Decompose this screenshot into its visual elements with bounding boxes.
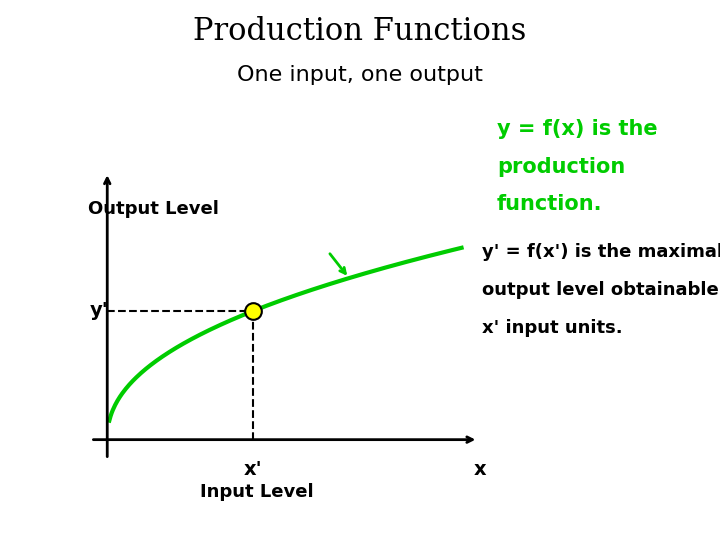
Text: One input, one output: One input, one output	[237, 65, 483, 85]
Text: production: production	[497, 157, 625, 177]
Text: x': x'	[244, 461, 263, 480]
Text: y': y'	[90, 301, 109, 320]
Text: Production Functions: Production Functions	[193, 16, 527, 47]
Text: function.: function.	[497, 194, 603, 214]
Text: y' = f(x') is the maximal: y' = f(x') is the maximal	[482, 243, 720, 261]
Text: x: x	[474, 461, 487, 480]
Text: Input Level: Input Level	[200, 483, 314, 501]
Text: output level obtainable from: output level obtainable from	[482, 281, 720, 299]
Text: x' input units.: x' input units.	[482, 319, 623, 336]
Text: y = f(x) is the: y = f(x) is the	[497, 119, 657, 139]
Text: Output Level: Output Level	[89, 200, 220, 218]
